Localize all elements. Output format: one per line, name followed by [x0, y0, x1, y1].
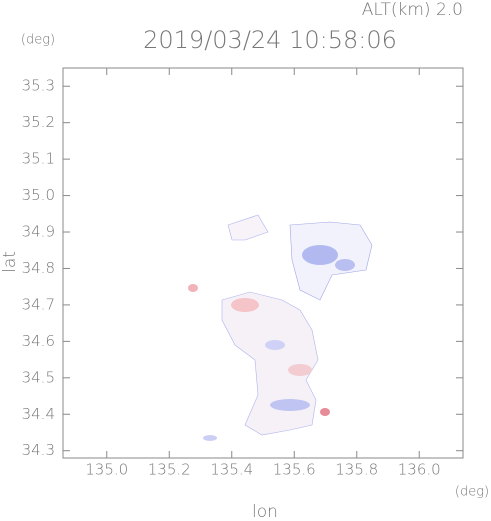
x-axis-label: lon [252, 502, 278, 521]
x-tick-label: 135.6 [273, 461, 316, 479]
y-tick-label: 35.0 [22, 186, 55, 204]
plot-frame [62, 67, 464, 459]
radar-echoes [188, 214, 373, 441]
echo-cell [265, 340, 285, 350]
y-tick-label: 34.7 [22, 295, 55, 313]
echo-cell [270, 399, 310, 411]
x-tick-label: 135.4 [210, 461, 253, 479]
echo-cell [302, 245, 338, 265]
x-tick-label: 135.8 [335, 461, 378, 479]
x-tick-label: 136.0 [398, 461, 441, 479]
y-tick-label: 35.3 [22, 77, 55, 95]
y-unit: (deg) [21, 33, 55, 48]
echo-cell [335, 259, 355, 271]
y-axis-label: lat [0, 251, 20, 273]
echo-cell [320, 408, 330, 416]
y-tick-label: 35.2 [22, 113, 55, 131]
altitude-label: ALT(km) 2.0 [362, 0, 463, 20]
x-unit: (deg) [455, 485, 489, 500]
chart-title: 2019/03/24 10:58:06 [143, 26, 397, 54]
y-tick-label: 35.1 [22, 150, 55, 168]
echo-area [227, 214, 269, 241]
echo-cell [203, 435, 217, 441]
y-tick-label: 34.4 [22, 405, 55, 423]
y-tick-label: 34.9 [22, 223, 55, 241]
y-tick-label: 34.6 [22, 332, 55, 350]
echo-cell [188, 284, 198, 292]
y-tick-label: 34.5 [22, 368, 55, 386]
y-tick-label: 34.3 [22, 441, 55, 459]
echo-cell [288, 364, 312, 376]
x-tick-label: 135.2 [148, 461, 191, 479]
echo-area [221, 291, 319, 436]
echo-cell [231, 298, 259, 312]
x-tick-label: 135.0 [85, 461, 128, 479]
y-tick-label: 34.8 [22, 259, 55, 277]
